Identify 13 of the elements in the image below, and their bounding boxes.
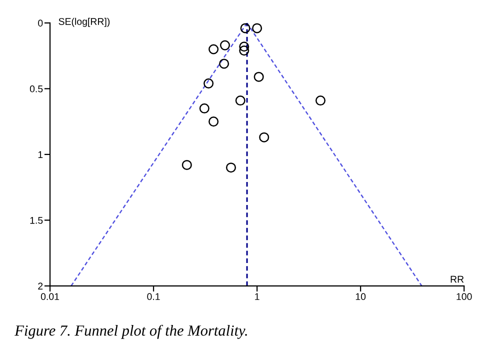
x-tick-label: 100 — [456, 293, 472, 300]
x-tick-label: 0.01 — [40, 293, 60, 300]
x-tick-label: 1 — [255, 293, 260, 300]
y-axis-title: SE(log[RR]) — [58, 18, 110, 27]
y-tick-label: 1 — [38, 151, 43, 158]
caption: Figure 7. Funnel plot of the Mortality. — [14, 324, 247, 339]
y-tick-label: 0.5 — [30, 85, 43, 92]
y-tick-label: 2 — [38, 282, 43, 290]
x-tick-label: 0.1 — [147, 293, 160, 300]
y-tick-label: 0 — [38, 20, 43, 27]
x-tick-label: 10 — [356, 293, 366, 300]
x-axis-title: RR — [450, 276, 464, 283]
y-tick-label: 1.5 — [30, 217, 43, 224]
